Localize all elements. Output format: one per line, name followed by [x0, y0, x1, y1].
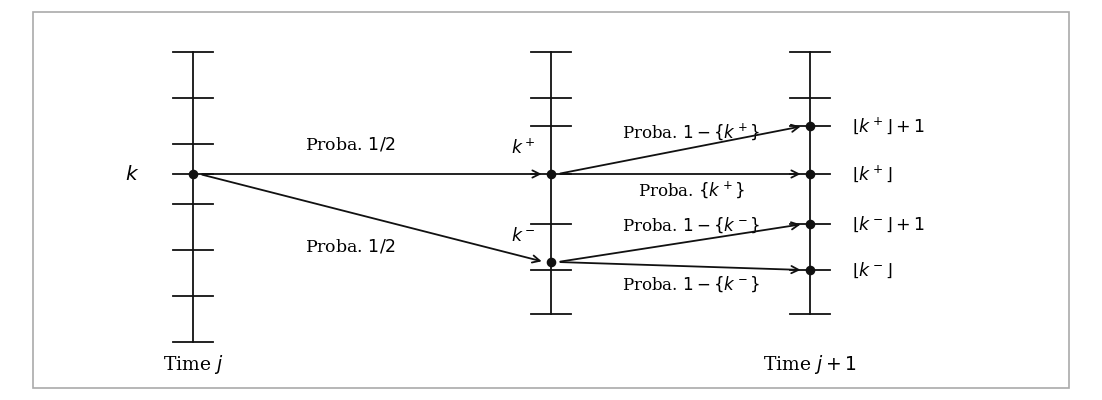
Text: $\lfloor k^-\rfloor + 1$: $\lfloor k^-\rfloor + 1$	[852, 214, 925, 234]
Text: Proba. $1 - \{k^-\}$: Proba. $1 - \{k^-\}$	[623, 215, 760, 235]
Point	[184, 171, 202, 177]
Point	[801, 171, 819, 177]
Text: $k$: $k$	[126, 164, 139, 184]
Point	[801, 267, 819, 273]
Text: Time $j+1$: Time $j+1$	[763, 352, 857, 376]
Text: Proba. $1/2$: Proba. $1/2$	[304, 135, 396, 153]
Text: Proba. $1 - \{k^+\}$: Proba. $1 - \{k^+\}$	[623, 122, 760, 142]
Point	[542, 259, 560, 265]
Text: $k^+$: $k^+$	[511, 138, 536, 158]
Text: Proba. $\{k^+\}$: Proba. $\{k^+\}$	[638, 180, 745, 200]
Text: Proba. $1 - \{k^-\}$: Proba. $1 - \{k^-\}$	[623, 274, 760, 294]
Text: Time $j$: Time $j$	[163, 352, 223, 376]
Text: $k^-$: $k^-$	[511, 227, 536, 245]
Point	[801, 123, 819, 129]
Text: $\lfloor k^-\rfloor$: $\lfloor k^-\rfloor$	[852, 260, 893, 280]
Text: $\lfloor k^+\rfloor + 1$: $\lfloor k^+\rfloor + 1$	[852, 116, 925, 136]
Text: $\lfloor k^+\rfloor$: $\lfloor k^+\rfloor$	[852, 164, 893, 184]
Point	[801, 221, 819, 227]
Text: Proba. $1/2$: Proba. $1/2$	[304, 237, 396, 255]
Point	[542, 171, 560, 177]
